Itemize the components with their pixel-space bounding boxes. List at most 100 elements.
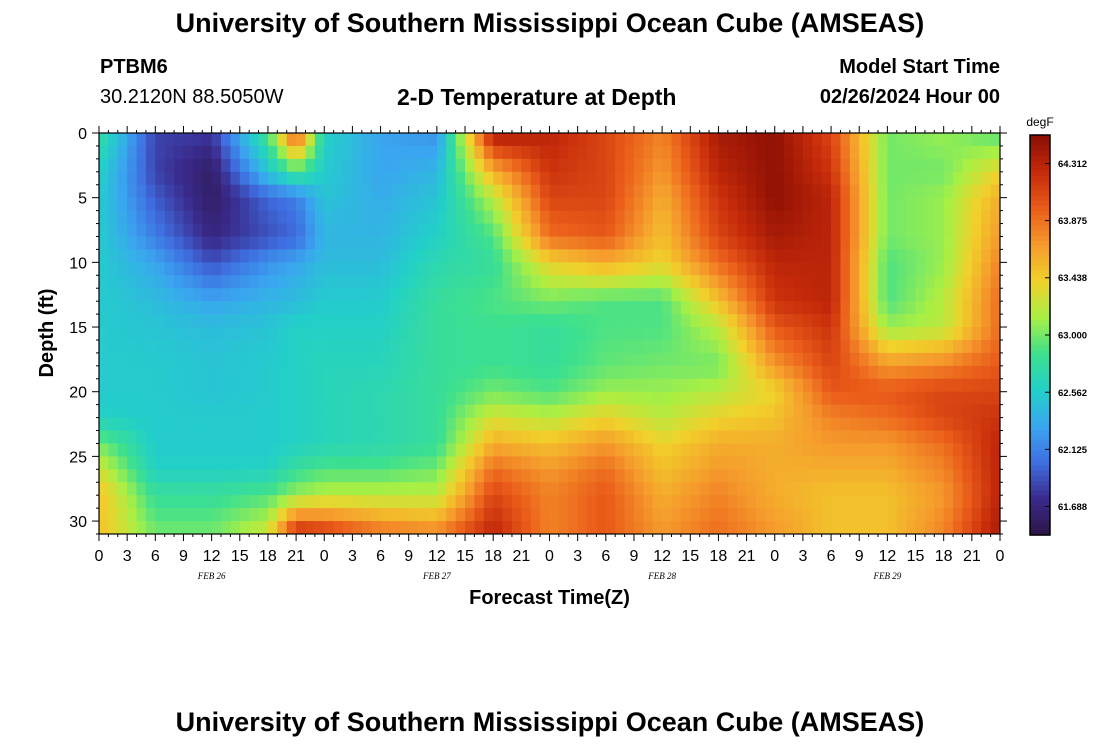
heatmap-cell [934,456,945,470]
heatmap-cell [408,262,419,276]
heatmap-cell [436,288,447,302]
heatmap-cell [859,391,870,406]
heatmap-cell [906,456,917,470]
colorbar-unit: degF [1026,115,1053,129]
heatmap-cell [605,495,616,509]
heatmap-cell [624,443,635,457]
heatmap-cell [361,145,372,160]
heatmap-cell [802,456,813,470]
heatmap-cell [887,327,898,341]
heatmap-cell [493,210,504,225]
heatmap-cell [887,314,898,328]
heatmap-cell [249,314,260,328]
heatmap-cell [915,352,926,367]
heatmap-cell [859,288,870,302]
heatmap-cell [427,508,438,522]
heatmap-cell [474,469,485,483]
heatmap-cell [155,521,166,534]
heatmap-cell [934,417,945,432]
x-tick-label: 12 [653,548,671,565]
heatmap-cell [577,133,588,147]
heatmap-cell [577,314,588,328]
heatmap-cell [737,236,748,251]
heatmap-cell [793,443,804,457]
heatmap-cell [521,327,532,341]
colorbar-tick-label: 62.125 [1058,445,1088,456]
heatmap-cell [361,288,372,302]
heatmap-cell [727,521,738,534]
heatmap-cell [465,288,476,302]
heatmap-cell [465,210,476,225]
heatmap-cell [361,301,372,315]
heatmap-cell [943,145,954,160]
heatmap-cell [840,482,851,496]
heatmap-cell [643,339,654,354]
heatmap-cell [990,456,1000,470]
heatmap-cell [305,430,316,445]
heatmap-cell [887,288,898,302]
heatmap-cell [145,197,156,212]
heatmap-cell [530,288,541,302]
heatmap-cell [699,236,710,251]
heatmap-cell [465,133,476,147]
heatmap-cell [183,417,194,432]
colorbar-segment [1030,510,1050,516]
heatmap-cell [352,352,363,367]
heatmap-cell [877,327,888,341]
heatmap-cell [455,508,466,522]
heatmap-cell [859,378,870,393]
heatmap-cell [502,210,513,225]
heatmap-cell [230,391,241,406]
heatmap-cell [521,158,532,173]
heatmap-cell [812,197,823,212]
plot-title: 2-D Temperature at Depth [397,84,677,110]
heatmap-cell [568,133,579,147]
heatmap-cell [324,469,335,483]
heatmap-cell [380,352,391,367]
heatmap-cell [587,378,598,393]
heatmap-cell [474,133,485,147]
heatmap-cell [624,275,635,289]
heatmap-cell [418,210,429,225]
heatmap-cell [868,301,879,315]
heatmap-cell [483,223,494,238]
heatmap-cell [333,275,344,289]
heatmap-cell [746,352,757,367]
heatmap-cell [502,171,513,186]
heatmap-cell [371,288,382,302]
heatmap-cell [662,521,673,534]
heatmap-cell [831,301,842,315]
heatmap-cell [324,417,335,432]
heatmap-cell [746,521,757,534]
heatmap-cell [709,508,720,522]
heatmap-cell [427,223,438,238]
heatmap-cell [474,378,485,393]
heatmap-cell [540,469,551,483]
heatmap-cell [765,236,776,251]
heatmap-cell [652,275,663,289]
heatmap-cell [221,521,231,534]
heatmap-cell [493,430,504,445]
heatmap-cell [662,508,673,522]
heatmap-cell [859,456,870,470]
heatmap-cell [183,236,194,251]
heatmap-cell [183,339,194,354]
heatmap-cell [436,314,447,328]
heatmap-cell [418,301,429,315]
heatmap-cell [849,456,860,470]
heatmap-cell [849,301,860,315]
heatmap-cell [596,262,607,276]
heatmap-cell [558,495,569,509]
heatmap-cell [371,262,382,276]
heatmap-cell [934,145,945,160]
heatmap-cell [164,184,175,199]
heatmap-cell [971,301,982,315]
heatmap-cell [249,145,260,160]
colorbar-segment [1030,385,1050,391]
heatmap-cell [793,430,804,445]
heatmap-cell [774,443,785,457]
colorbar-segment [1030,530,1050,536]
heatmap-cell [849,443,860,457]
heatmap-cell [352,391,363,406]
heatmap-cell [183,495,194,509]
